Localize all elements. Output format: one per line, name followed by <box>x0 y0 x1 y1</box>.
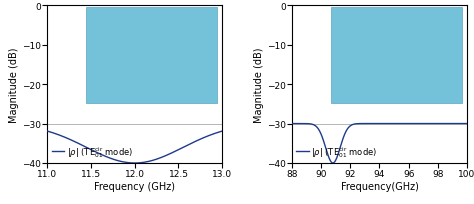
FancyBboxPatch shape <box>330 8 462 103</box>
Y-axis label: Magnitude (dB): Magnitude (dB) <box>9 47 19 122</box>
X-axis label: Frequency(GHz): Frequency(GHz) <box>340 181 419 191</box>
Legend: $|\rho|$ ($\mathrm{TE_{01}^{cir}}$ mode): $|\rho|$ ($\mathrm{TE_{01}^{cir}}$ mode) <box>296 144 377 159</box>
Legend: $|\rho|$ ($\mathrm{TE_{01}^{cir}}$ mode): $|\rho|$ ($\mathrm{TE_{01}^{cir}}$ mode) <box>52 144 133 159</box>
Y-axis label: Magnitude (dB): Magnitude (dB) <box>254 47 264 122</box>
X-axis label: Frequency (GHz): Frequency (GHz) <box>94 181 175 191</box>
FancyBboxPatch shape <box>86 8 217 103</box>
